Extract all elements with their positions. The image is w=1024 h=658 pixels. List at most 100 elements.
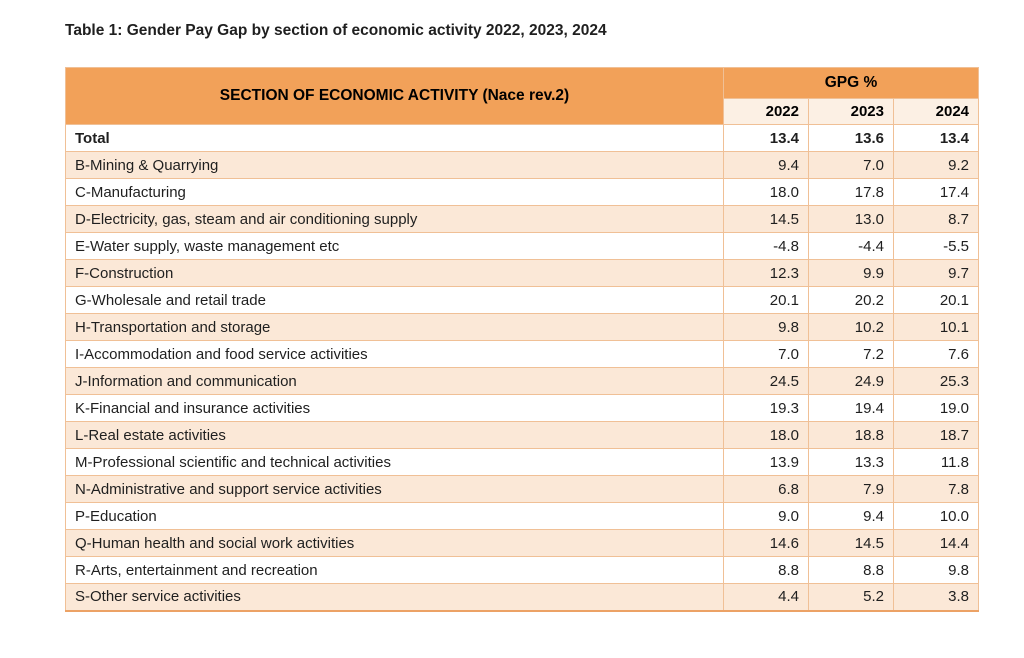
- row-value: 20.2: [808, 286, 894, 314]
- row-label: H-Transportation and storage: [65, 313, 724, 341]
- table-row: Total 13.4 13.6 13.4: [65, 124, 980, 152]
- row-value: 20.1: [723, 286, 809, 314]
- row-value: 19.0: [892, 394, 980, 422]
- row-value: 8.7: [892, 205, 980, 233]
- row-label: E-Water supply, waste management etc: [65, 232, 724, 260]
- row-value: 17.4: [892, 178, 980, 206]
- row-value: 19.3: [723, 394, 809, 422]
- row-label: C-Manufacturing: [65, 178, 724, 206]
- row-value: 7.9: [808, 475, 894, 503]
- row-value: 13.6: [808, 124, 894, 152]
- row-value: 14.5: [808, 529, 894, 557]
- table-row: N-Administrative and support service act…: [65, 475, 980, 503]
- row-value: 24.5: [723, 367, 809, 395]
- activity-column-header: SECTION OF ECONOMIC ACTIVITY (Nace rev.2…: [65, 67, 724, 125]
- row-value: 7.8: [892, 475, 980, 503]
- table-row: H-Transportation and storage 9.8 10.2 10.1: [65, 313, 980, 341]
- gender-pay-gap-table: SECTION OF ECONOMIC ACTIVITY (Nace rev.2…: [65, 67, 980, 612]
- table-row: I-Accommodation and food service activit…: [65, 340, 980, 368]
- table-row: E-Water supply, waste management etc -4.8…: [65, 232, 980, 260]
- year-header-2022: 2022: [723, 98, 809, 125]
- row-value: 12.3: [723, 259, 809, 287]
- row-value: 10.0: [892, 502, 980, 530]
- row-value: -5.5: [892, 232, 980, 260]
- row-value: 7.0: [723, 340, 809, 368]
- row-value: 3.8: [892, 583, 980, 611]
- row-value: -4.4: [808, 232, 894, 260]
- row-label: G-Wholesale and retail trade: [65, 286, 724, 314]
- row-value: 17.8: [808, 178, 894, 206]
- row-value: 9.8: [892, 556, 980, 584]
- row-value: 8.8: [723, 556, 809, 584]
- page-title: Table 1: Gender Pay Gap by section of ec…: [65, 22, 607, 39]
- table-row: F-Construction 12.3 9.9 9.7: [65, 259, 980, 287]
- row-value: 7.6: [892, 340, 980, 368]
- year-header-2023: 2023: [808, 98, 894, 125]
- table-row: R-Arts, entertainment and recreation 8.8 8…: [65, 556, 980, 584]
- row-value: 13.4: [723, 124, 809, 152]
- row-label: L-Real estate activities: [65, 421, 724, 449]
- gpg-group-header: GPG %: [722, 67, 980, 99]
- row-label: Total: [65, 124, 724, 152]
- year-header-2024: 2024: [892, 98, 980, 125]
- table-row: D-Electricity, gas, steam and air condit…: [65, 205, 980, 233]
- row-value: 18.8: [808, 421, 894, 449]
- row-label: B-Mining & Quarrying: [65, 151, 724, 179]
- table-row: Q-Human health and social work activitie…: [65, 529, 980, 557]
- row-value: 25.3: [892, 367, 980, 395]
- row-value: 13.4: [892, 124, 980, 152]
- table-row: B-Mining & Quarrying 9.4 7.0 9.2: [65, 151, 980, 179]
- row-label: D-Electricity, gas, steam and air condit…: [65, 205, 724, 233]
- row-label: I-Accommodation and food service activit…: [65, 340, 724, 368]
- row-value: 9.0: [723, 502, 809, 530]
- row-value: 7.0: [808, 151, 894, 179]
- table-row: J-Information and communication 24.5 24.9 2…: [65, 367, 980, 395]
- row-value: 9.4: [808, 502, 894, 530]
- row-value: 8.8: [808, 556, 894, 584]
- table-row: C-Manufacturing 18.0 17.8 17.4: [65, 178, 980, 206]
- row-value: 18.7: [892, 421, 980, 449]
- row-value: 10.1: [892, 313, 980, 341]
- row-label: S-Other service activities: [65, 583, 724, 611]
- row-value: 4.4: [723, 583, 809, 611]
- row-label: F-Construction: [65, 259, 724, 287]
- table-header: SECTION OF ECONOMIC ACTIVITY (Nace rev.2…: [65, 67, 980, 125]
- row-value: 14.5: [723, 205, 809, 233]
- row-value: 11.8: [892, 448, 980, 476]
- row-label: N-Administrative and support service act…: [65, 475, 724, 503]
- row-label: R-Arts, entertainment and recreation: [65, 556, 724, 584]
- row-value: 5.2: [808, 583, 894, 611]
- row-value: 20.1: [892, 286, 980, 314]
- row-value: 9.7: [892, 259, 980, 287]
- row-label: K-Financial and insurance activities: [65, 394, 724, 422]
- row-value: 10.2: [808, 313, 894, 341]
- row-value: -4.8: [723, 232, 809, 260]
- page: Table 1: Gender Pay Gap by section of ec…: [65, 22, 980, 612]
- row-label: Q-Human health and social work activitie…: [65, 529, 724, 557]
- row-value: 18.0: [723, 178, 809, 206]
- row-value: 14.4: [892, 529, 980, 557]
- row-value: 24.9: [808, 367, 894, 395]
- row-value: 9.4: [723, 151, 809, 179]
- row-value: 13.0: [808, 205, 894, 233]
- row-label: M-Professional scientific and technical …: [65, 448, 724, 476]
- row-label: P-Education: [65, 502, 724, 530]
- table-row: L-Real estate activities 18.0 18.8 18.7: [65, 421, 980, 449]
- row-value: 19.4: [808, 394, 894, 422]
- row-value: 9.9: [808, 259, 894, 287]
- row-value: 18.0: [723, 421, 809, 449]
- row-value: 13.9: [723, 448, 809, 476]
- table-row: G-Wholesale and retail trade 20.1 20.2 20.1: [65, 286, 980, 314]
- row-label: J-Information and communication: [65, 367, 724, 395]
- table-body: Total 13.4 13.6 13.4 B-Mining & Quarrying 9.4…: [65, 124, 980, 611]
- table-row: K-Financial and insurance activities 19.3…: [65, 394, 980, 422]
- row-value: 14.6: [723, 529, 809, 557]
- row-value: 7.2: [808, 340, 894, 368]
- row-value: 6.8: [723, 475, 809, 503]
- row-value: 9.2: [892, 151, 980, 179]
- table-row: S-Other service activities 4.4 5.2 3.8: [65, 583, 980, 611]
- row-value: 9.8: [723, 313, 809, 341]
- row-value: 13.3: [808, 448, 894, 476]
- table-row: P-Education 9.0 9.4 10.0: [65, 502, 980, 530]
- table-row: M-Professional scientific and technical …: [65, 448, 980, 476]
